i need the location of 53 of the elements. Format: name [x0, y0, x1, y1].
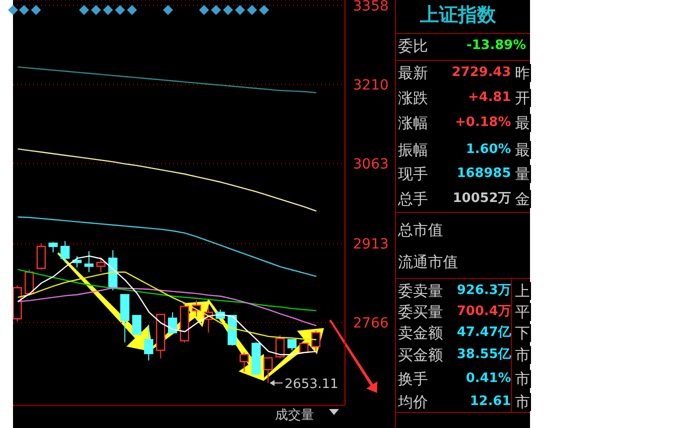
text: 委买量	[398, 303, 443, 321]
text: 成交量	[275, 407, 314, 424]
text: 涨幅	[398, 114, 428, 132]
text: 926.3万	[456, 282, 511, 300]
text: 最新	[398, 64, 428, 82]
text: 下	[514, 324, 531, 342]
text: 买金额	[398, 346, 443, 364]
text: 38.55亿	[456, 346, 511, 364]
text: 换手	[398, 370, 428, 388]
text: 上证指数	[420, 4, 496, 26]
text: 47.47亿	[456, 324, 511, 342]
text: 168985	[456, 165, 511, 183]
y-tick-label: 3358	[353, 0, 389, 14]
text: 开	[514, 89, 531, 107]
line-series	[17, 66, 317, 94]
text: 市	[514, 370, 531, 388]
text: -13.89%	[466, 37, 526, 55]
text: 现手	[398, 165, 428, 183]
line-series	[17, 268, 317, 312]
text: 2729.43	[452, 64, 511, 82]
text: 1.60%	[466, 141, 511, 159]
text: 昨	[514, 64, 531, 82]
y-tick-label: 3210	[353, 78, 389, 94]
text: 振幅	[398, 141, 428, 159]
y-tick-label: 2766	[353, 315, 389, 332]
text: 卖金额	[398, 324, 443, 342]
line-series	[17, 216, 317, 278]
candlestick	[144, 324, 154, 362]
y-tick-label: 3063	[353, 156, 389, 172]
text: 委比	[398, 37, 428, 55]
text: 总市值	[398, 221, 443, 239]
text: 金	[514, 190, 531, 208]
text: 0.41%	[466, 370, 511, 388]
text: 量	[514, 165, 531, 183]
text: 委卖量	[398, 282, 443, 300]
text: 平	[514, 303, 531, 321]
text: 均价	[398, 393, 428, 411]
text: 700.4万	[456, 303, 511, 321]
text: 流通市值	[398, 253, 458, 271]
text: 涨跌	[398, 89, 428, 107]
text: 上	[514, 282, 531, 300]
line-series	[17, 148, 317, 212]
text: 最	[514, 141, 531, 159]
text: 市	[514, 346, 531, 364]
text: 12.61	[470, 393, 511, 411]
text: +0.18%	[455, 114, 511, 132]
text: 总手	[398, 190, 428, 208]
text: 10052万	[452, 190, 511, 208]
annotation: 2653.11	[284, 376, 338, 392]
text: 市	[514, 393, 531, 411]
text: +4.81	[468, 89, 511, 107]
y-tick-label: 2913	[353, 236, 389, 253]
text: 最	[514, 114, 531, 132]
